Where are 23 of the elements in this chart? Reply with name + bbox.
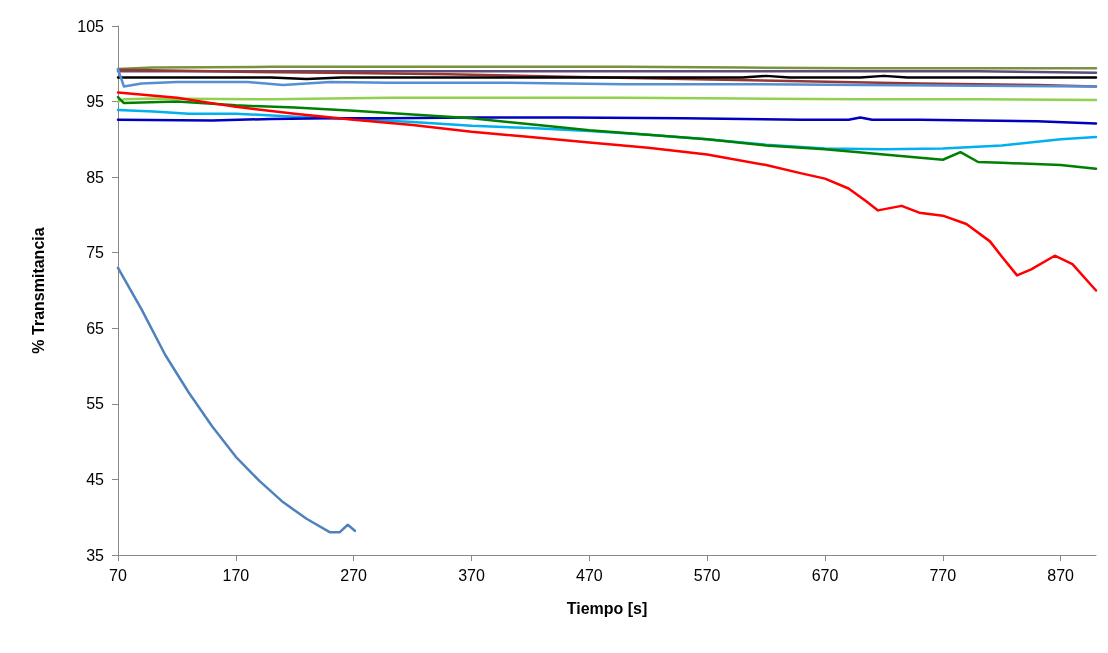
x-tick-label: 670 (811, 566, 839, 584)
y-tick-label: 55 (86, 395, 105, 413)
y-tick-label: 85 (86, 168, 105, 186)
x-tick-label: 370 (458, 566, 485, 584)
y-tick-label: 35 (86, 546, 105, 564)
y-axis-title: % Transmitancia (29, 227, 47, 354)
x-tick-label: 170 (222, 566, 250, 584)
x-axis-title: Tiempo [s] (566, 599, 648, 617)
y-tick-label: 105 (77, 17, 105, 35)
y-tick-label: 65 (86, 319, 105, 337)
x-tick-label: 570 (693, 566, 721, 584)
x-tick-label: 270 (340, 566, 368, 584)
y-tick-label: 75 (86, 244, 105, 262)
line-series (116, 116, 1098, 125)
line-series (116, 95, 1098, 171)
x-tick-label: 470 (575, 566, 603, 584)
line-series (116, 91, 1098, 292)
y-tick-label: 45 (86, 470, 105, 488)
x-tick-label: 870 (1047, 566, 1075, 584)
y-tick-label: 95 (86, 93, 105, 111)
line-series (116, 266, 357, 534)
x-tick-label: 70 (109, 566, 127, 584)
x-tick-label: 770 (929, 566, 957, 584)
